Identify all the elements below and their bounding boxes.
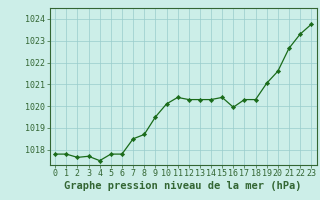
X-axis label: Graphe pression niveau de la mer (hPa): Graphe pression niveau de la mer (hPa) [64, 181, 302, 191]
